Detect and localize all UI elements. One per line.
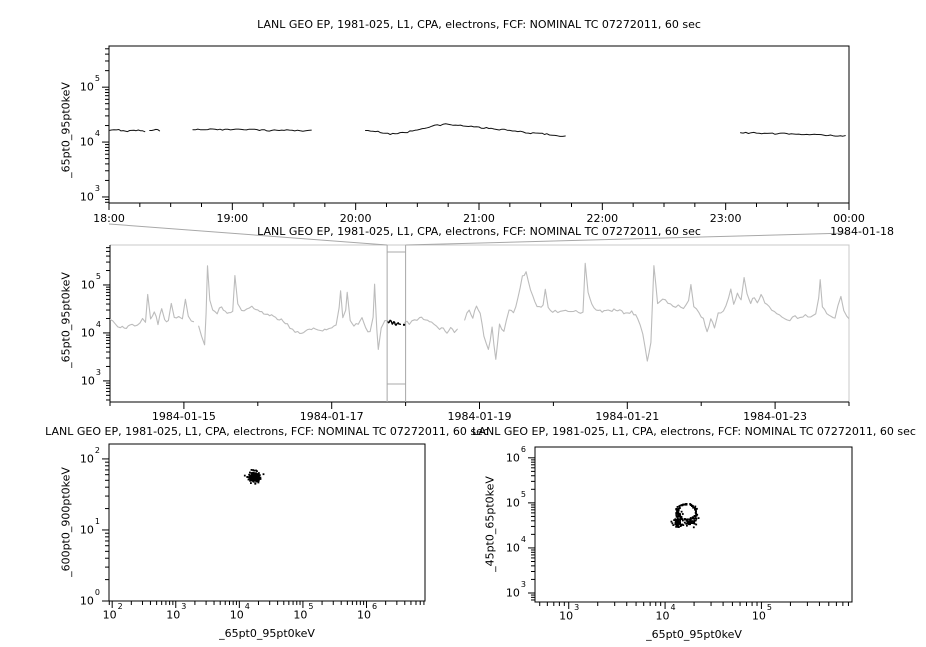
- x-tick-label: 105: [751, 603, 772, 623]
- y-tick-label: 104: [505, 534, 526, 555]
- data-series-panel-1: [110, 262, 849, 362]
- x-axis-date-label: 1984-01-18: [830, 225, 894, 238]
- data-series-panel-0: [109, 123, 846, 137]
- plot-region-2[interactable]: [109, 444, 425, 601]
- context-selection-box[interactable]: [386, 245, 407, 402]
- y-tick-label: 105: [80, 271, 101, 292]
- y-tick-label: 101: [79, 516, 100, 537]
- x-tick-label: 104: [229, 602, 250, 622]
- y-tick-label: 104: [79, 129, 100, 149]
- y-tick-label: 105: [505, 489, 526, 510]
- x-tick-label: 23:00: [709, 212, 742, 225]
- plot-title-scatter-right: LANL GEO EP, 1981-025, L1, CPA, electron…: [472, 425, 916, 438]
- x-tick-label: 103: [166, 602, 187, 622]
- y-axis-label-scatter-right: _45pt0_65pt0keV: [483, 476, 497, 572]
- x-tick-label: 1984-01-21: [595, 410, 660, 423]
- plot-region-3[interactable]: [535, 447, 852, 602]
- y-tick-label: 100: [79, 588, 100, 608]
- data-series-panel-2: [243, 469, 265, 485]
- plot-title-zoom: LANL GEO EP, 1981-025, L1, CPA, electron…: [257, 18, 701, 31]
- x-tick-label: 106: [356, 602, 378, 622]
- plot-region-0[interactable]: [109, 46, 849, 203]
- x-axis-label-scatter-right: _65pt0_95pt0keV: [646, 628, 742, 641]
- x-tick-label: 00:00: [833, 212, 865, 225]
- y-tick-label: 105: [79, 74, 100, 94]
- x-tick-label: 1984-01-15: [151, 410, 216, 423]
- x-tick-label: 104: [655, 603, 676, 623]
- x-tick-label: 1984-01-19: [447, 410, 512, 423]
- zoom-connector-lines: [108, 223, 850, 246]
- x-tick-label: 1984-01-17: [299, 410, 364, 423]
- x-tick-label: 105: [293, 602, 314, 622]
- plot-title-scatter-left: LANL GEO EP, 1981-025, L1, CPA, electron…: [45, 425, 489, 438]
- y-axis-label-zoom: _65pt0_95pt0keV: [59, 82, 73, 178]
- y-tick-label: 103: [505, 579, 526, 600]
- x-tick-label: 1984-01-23: [743, 410, 808, 423]
- y-tick-label: 103: [80, 367, 101, 388]
- y-tick-label: 102: [79, 445, 100, 466]
- x-tick-label: 18:00: [93, 212, 125, 225]
- plot-title-context: LANL GEO EP, 1981-025, L1, CPA, electron…: [257, 225, 701, 238]
- y-tick-label: 106: [505, 444, 526, 465]
- x-tick-label: 22:00: [586, 212, 619, 225]
- x-axis-label-scatter-left: _65pt0_95pt0keV: [219, 627, 315, 640]
- y-tick-label: 104: [80, 319, 101, 340]
- plot-region-1[interactable]: [110, 245, 849, 402]
- y-tick-label: 103: [79, 183, 100, 204]
- x-tick-label: 21:00: [463, 212, 495, 225]
- x-tick-label: 103: [559, 603, 580, 623]
- x-tick-label: 20:00: [339, 212, 372, 225]
- data-series-panel-3: [670, 503, 700, 529]
- x-tick-label: 19:00: [216, 212, 249, 225]
- x-tick-label: 102: [102, 602, 123, 622]
